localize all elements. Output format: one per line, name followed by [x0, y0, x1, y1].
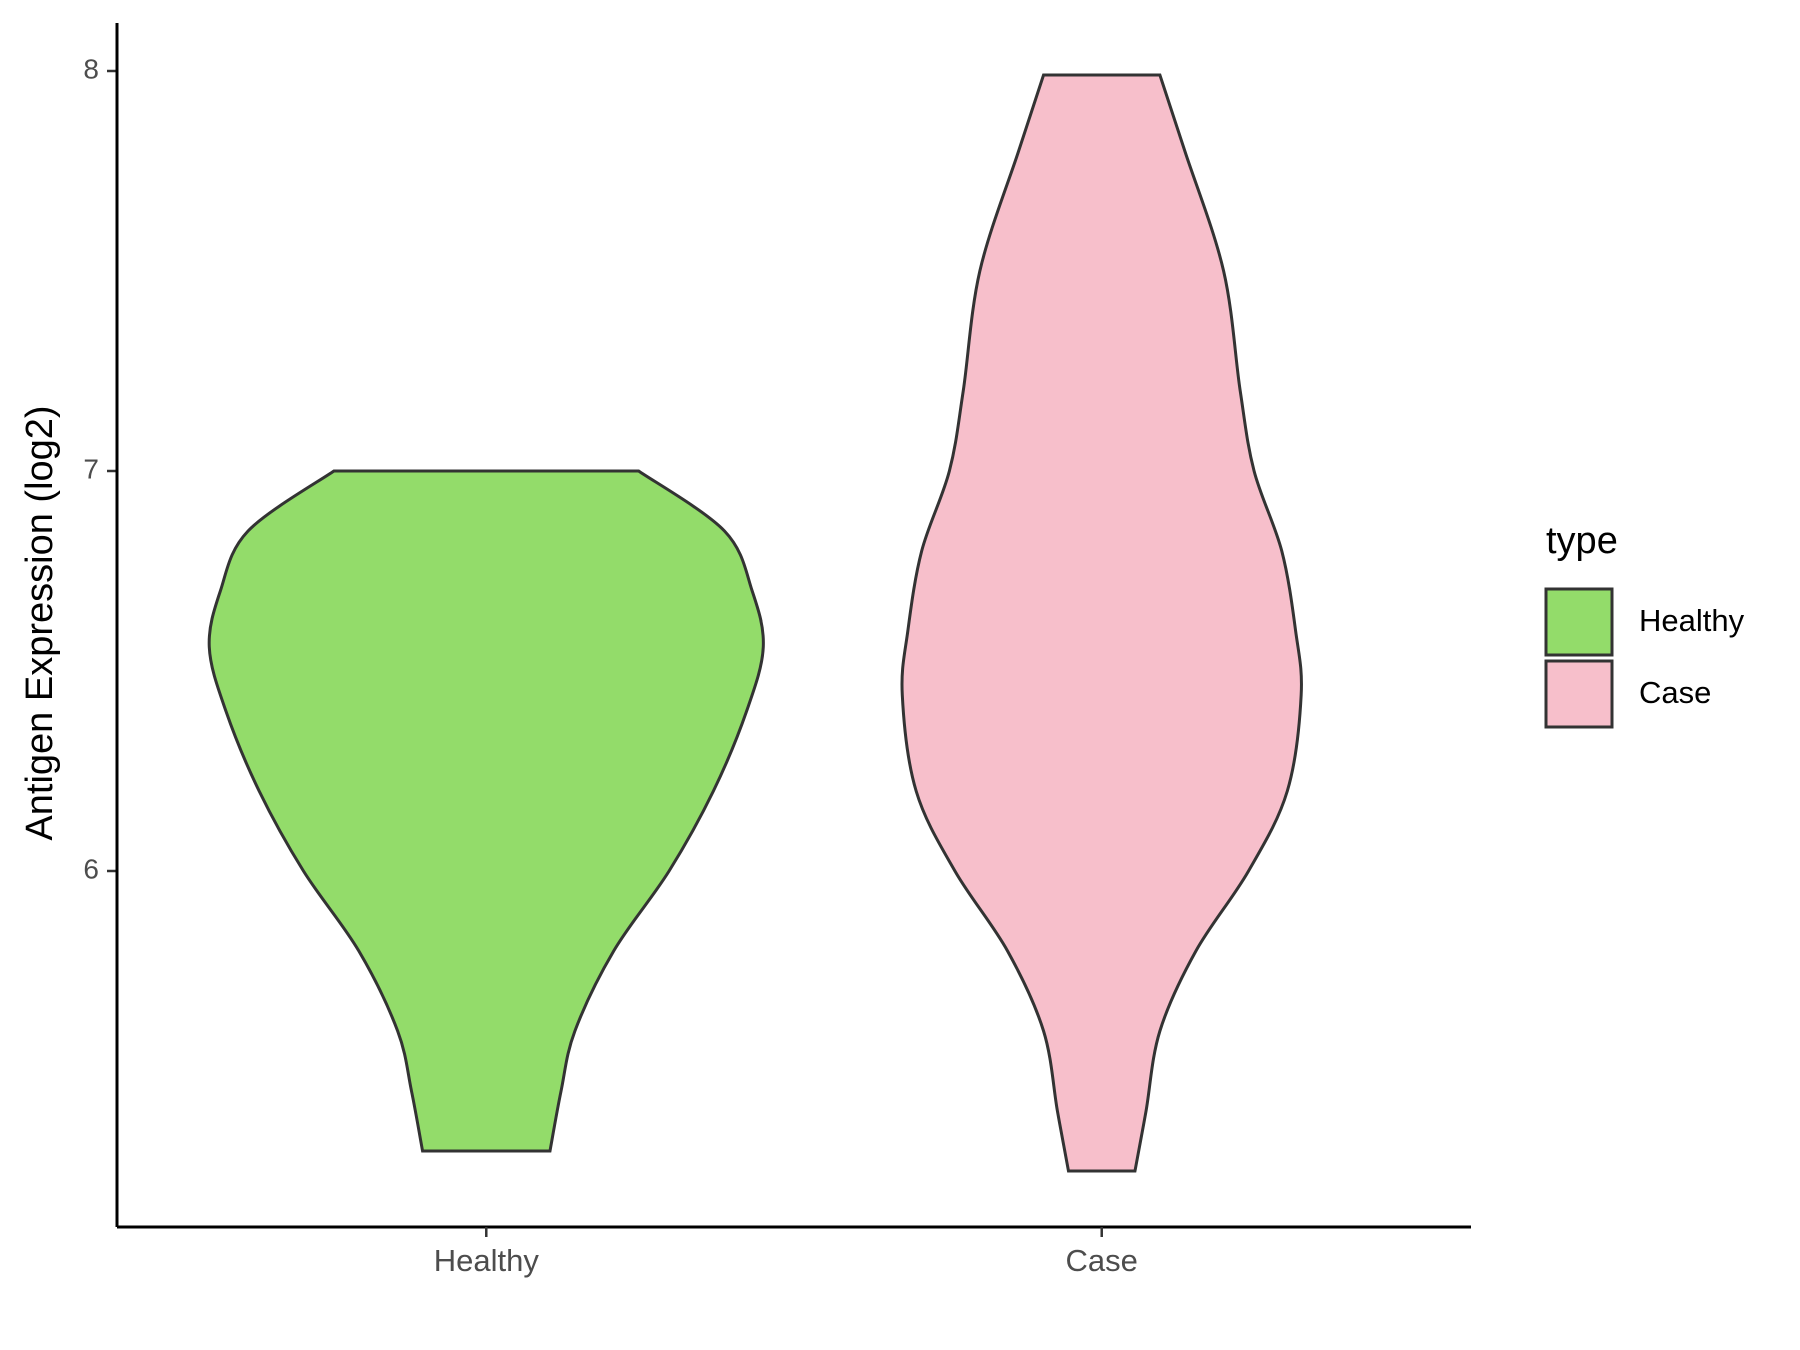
y-tick-label: 7 — [83, 453, 99, 484]
legend-key — [1544, 587, 1614, 657]
x-tick-label: Case — [1066, 1243, 1138, 1278]
violin — [207, 469, 765, 1153]
y-tick-label: 6 — [83, 853, 99, 884]
legend-label: Healthy — [1639, 603, 1745, 638]
legend-title: type — [1546, 520, 1618, 562]
legend-key — [1544, 659, 1614, 729]
legend-label: Case — [1639, 675, 1711, 710]
y-axis-title: Antigen Expression (log2) — [19, 405, 61, 840]
y-tick-label: 8 — [83, 53, 99, 84]
violin — [900, 73, 1303, 1173]
x-tick-label: Healthy — [434, 1243, 540, 1278]
